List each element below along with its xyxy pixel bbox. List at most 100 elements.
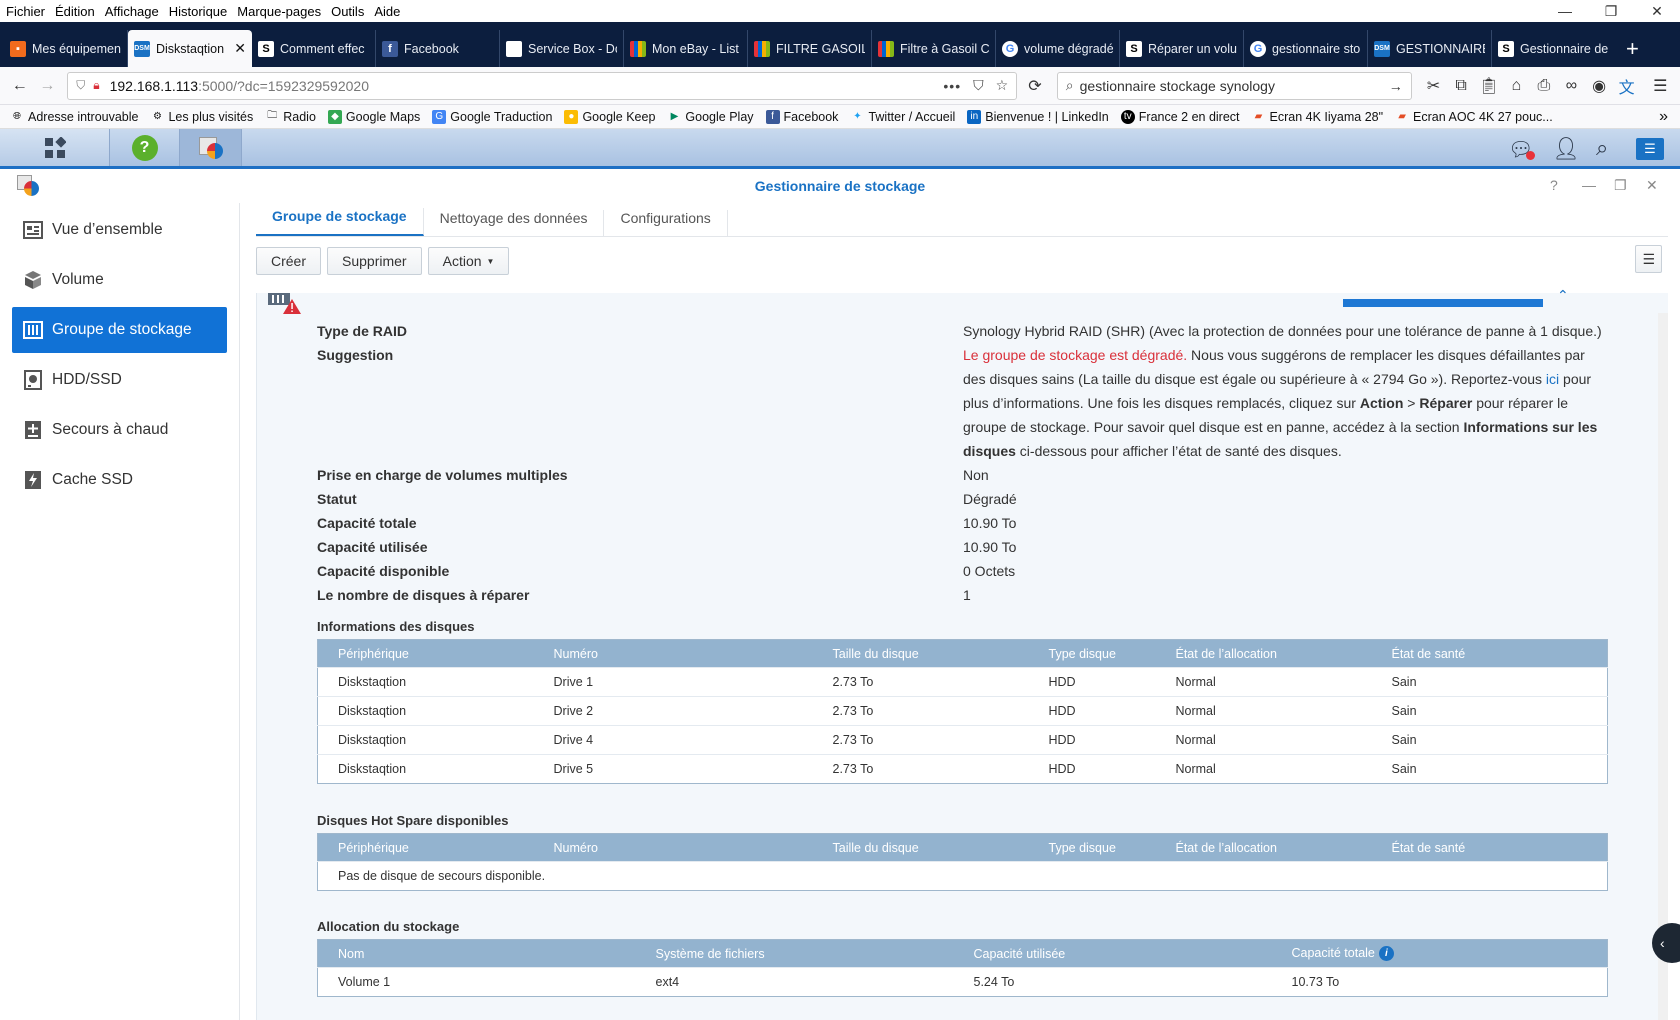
browser-tab[interactable]: FILTRE GASOIL [748, 30, 872, 67]
menu-aide[interactable]: Aide [374, 3, 401, 19]
browser-tab[interactable]: S Comment effec [252, 30, 376, 67]
menu-edition[interactable]: Édition [55, 3, 95, 19]
column-header[interactable]: État de l’allocation [1155, 833, 1372, 862]
browser-tab[interactable]: ▪ Mes équipemen [4, 30, 128, 67]
side-panel-toggle-icon[interactable]: ‹ [1652, 923, 1680, 963]
private-mask-icon[interactable]: ∞ [1565, 76, 1578, 94]
menu-fichier[interactable]: Fichier [6, 3, 46, 19]
paste-icon[interactable]: 📋︎ [1478, 77, 1499, 95]
column-header[interactable]: État de santé [1371, 833, 1608, 862]
column-header[interactable]: Type disque [1028, 639, 1156, 668]
table-row[interactable]: Diskstaqtion Drive 4 2.73 To HDD Normal Sain [317, 725, 1608, 755]
close-tab-icon[interactable]: ✕ [234, 40, 246, 56]
translate-ext-icon[interactable]: 文 [1618, 79, 1635, 97]
browser-tab[interactable]: Filtre à Gasoil C [872, 30, 996, 67]
browser-tab[interactable]: S Réparer un volu [1120, 30, 1244, 67]
bookmark-item[interactable]: ▰ Ecran 4K Iiyama 28" [1252, 110, 1383, 124]
bookmark-item[interactable]: 🌐︎ Adresse introuvable [10, 110, 138, 124]
search-icon[interactable]: ⌕ [1596, 135, 1609, 160]
table-row[interactable]: Diskstaqtion Drive 1 2.73 To HDD Normal Sain [317, 667, 1608, 697]
table-row[interactable]: Volume 1 ext4 5.24 To 10.73 To [317, 967, 1608, 997]
go-arrow-icon[interactable]: → [1388, 77, 1403, 94]
user-icon[interactable]: 👤︎ [1552, 136, 1580, 161]
help-question-icon[interactable]: ? [1550, 177, 1558, 193]
column-header[interactable]: Périphérique [317, 833, 534, 862]
menu-historique[interactable]: Historique [168, 3, 228, 19]
hamburger-menu-icon[interactable]: ☰ [1653, 77, 1668, 95]
collapse-chevron-icon[interactable]: ⌃ [1557, 287, 1569, 303]
column-header[interactable]: Type disque [1028, 833, 1156, 862]
tab-storage-pool[interactable]: Groupe de stockage [256, 208, 424, 236]
column-header[interactable]: État de l’allocation [1155, 639, 1372, 668]
browser-tab[interactable]: DSM GESTIONNAIRE [1368, 30, 1492, 67]
column-header[interactable]: Numéro [533, 833, 813, 862]
sidebar-item-storage-pool[interactable]: Groupe de stockage [12, 307, 227, 353]
bookmark-item[interactable]: tv France 2 en direct [1120, 109, 1240, 124]
maximize-app-icon[interactable]: ❐ [1614, 177, 1627, 193]
pocket-icon[interactable]: ⛉ [973, 77, 984, 93]
bookmark-item[interactable]: ⚙ Les plus visités [150, 110, 253, 124]
browser-tab[interactable]: Mon eBay - List [624, 30, 748, 67]
bookmark-item[interactable]: 🗀 Radio [265, 110, 316, 124]
menu-affichage[interactable]: Affichage [104, 3, 159, 19]
bookmark-item[interactable]: ● Google Keep [564, 109, 655, 124]
browser-tab[interactable]: S Gestionnaire de [1492, 30, 1616, 67]
reload-icon[interactable]: ⟳ [1028, 77, 1042, 95]
action-dropdown[interactable]: Action ▼ [427, 247, 510, 275]
close-app-icon[interactable]: ✕ [1646, 177, 1658, 193]
widgets-icon[interactable]: ☰ [1636, 138, 1664, 160]
column-header[interactable]: Taille du disque [812, 833, 1029, 862]
storage-manager-taskbar-button[interactable] [180, 129, 242, 166]
menu-marque-pages[interactable]: Marque-pages [237, 3, 322, 19]
minimize-app-icon[interactable]: — [1582, 177, 1596, 193]
print-icon[interactable]: ⎙ [1537, 76, 1551, 94]
table-row[interactable]: Diskstaqtion Drive 5 2.73 To HDD Normal Sain [317, 754, 1608, 784]
column-header[interactable]: État de santé [1371, 639, 1608, 668]
sidebar-item-overview[interactable]: Vue d’ensemble [12, 207, 227, 253]
main-menu-button[interactable] [0, 129, 110, 166]
delete-button[interactable]: Supprimer [327, 247, 422, 275]
bookmark-item[interactable]: ✦ Twitter / Accueil [850, 110, 955, 124]
column-header[interactable]: Périphérique [317, 639, 534, 668]
forward-icon[interactable]: → [39, 76, 56, 94]
help-button[interactable]: ? [110, 129, 180, 166]
home-icon[interactable]: ⌂ [1511, 76, 1522, 94]
sidebar-item-hot-spare[interactable]: Secours à chaud [12, 407, 227, 453]
browser-tab-active[interactable]: DSM Diskstaqtion ✕ [128, 30, 252, 67]
column-header[interactable]: Capacité totale i [1271, 939, 1608, 968]
bookmark-item[interactable]: ▶ Google Play [667, 110, 754, 124]
tab-configurations[interactable]: Configurations [604, 210, 728, 236]
page-actions-icon[interactable]: ••• [943, 77, 962, 94]
sidebar-item-hdd-ssd[interactable]: HDD/SSD [12, 357, 227, 403]
sidebar-item-volume[interactable]: Volume [12, 257, 227, 303]
menu-outils[interactable]: Outils [331, 3, 365, 19]
help-link[interactable]: ici [1545, 371, 1560, 387]
cut-icon[interactable]: ✂ [1426, 77, 1441, 95]
column-header[interactable]: Capacité utilisée [953, 939, 1272, 968]
bookmark-item[interactable]: in Bienvenue ! | LinkedIn [967, 109, 1109, 124]
minimize-icon[interactable]: — [1558, 3, 1572, 19]
sort-menu-icon[interactable]: ☰ [1635, 245, 1662, 273]
search-field[interactable]: ⌕ gestionnaire stockage synology → [1056, 71, 1412, 100]
bookmark-item[interactable]: ◆ Google Maps [327, 109, 420, 124]
copy-icon[interactable]: ⧉ [1455, 76, 1467, 94]
column-header[interactable]: Numéro [533, 639, 813, 668]
browser-tab[interactable]: f Facebook [376, 30, 500, 67]
maximize-icon[interactable]: ❐ [1604, 2, 1618, 19]
account-icon[interactable]: ◉ [1592, 77, 1607, 95]
column-header[interactable]: Taille du disque [812, 639, 1029, 668]
tab-data-scrubbing[interactable]: Nettoyage des données [424, 210, 605, 236]
more-bookmarks-icon[interactable]: » [1659, 107, 1668, 125]
bookmark-item[interactable]: G Google Traduction [432, 109, 552, 124]
url-bar[interactable]: ⛉ 🔒︎ 192.168.1.113:5000/?dc=159232959202… [67, 71, 1018, 100]
panel-scrollbar[interactable] [1658, 313, 1668, 1020]
column-header[interactable]: Système de fichiers [635, 939, 954, 968]
close-window-icon[interactable]: ✕ [1651, 2, 1663, 19]
notifications-icon[interactable]: 💬︎ [1508, 139, 1536, 161]
sidebar-item-ssd-cache[interactable]: Cache SSD [12, 457, 227, 503]
back-icon[interactable]: ← [11, 76, 28, 94]
create-button[interactable]: Créer [256, 247, 322, 275]
table-row[interactable]: Diskstaqtion Drive 2 2.73 To HDD Normal Sain [317, 696, 1608, 726]
column-header[interactable]: Nom [317, 939, 636, 968]
